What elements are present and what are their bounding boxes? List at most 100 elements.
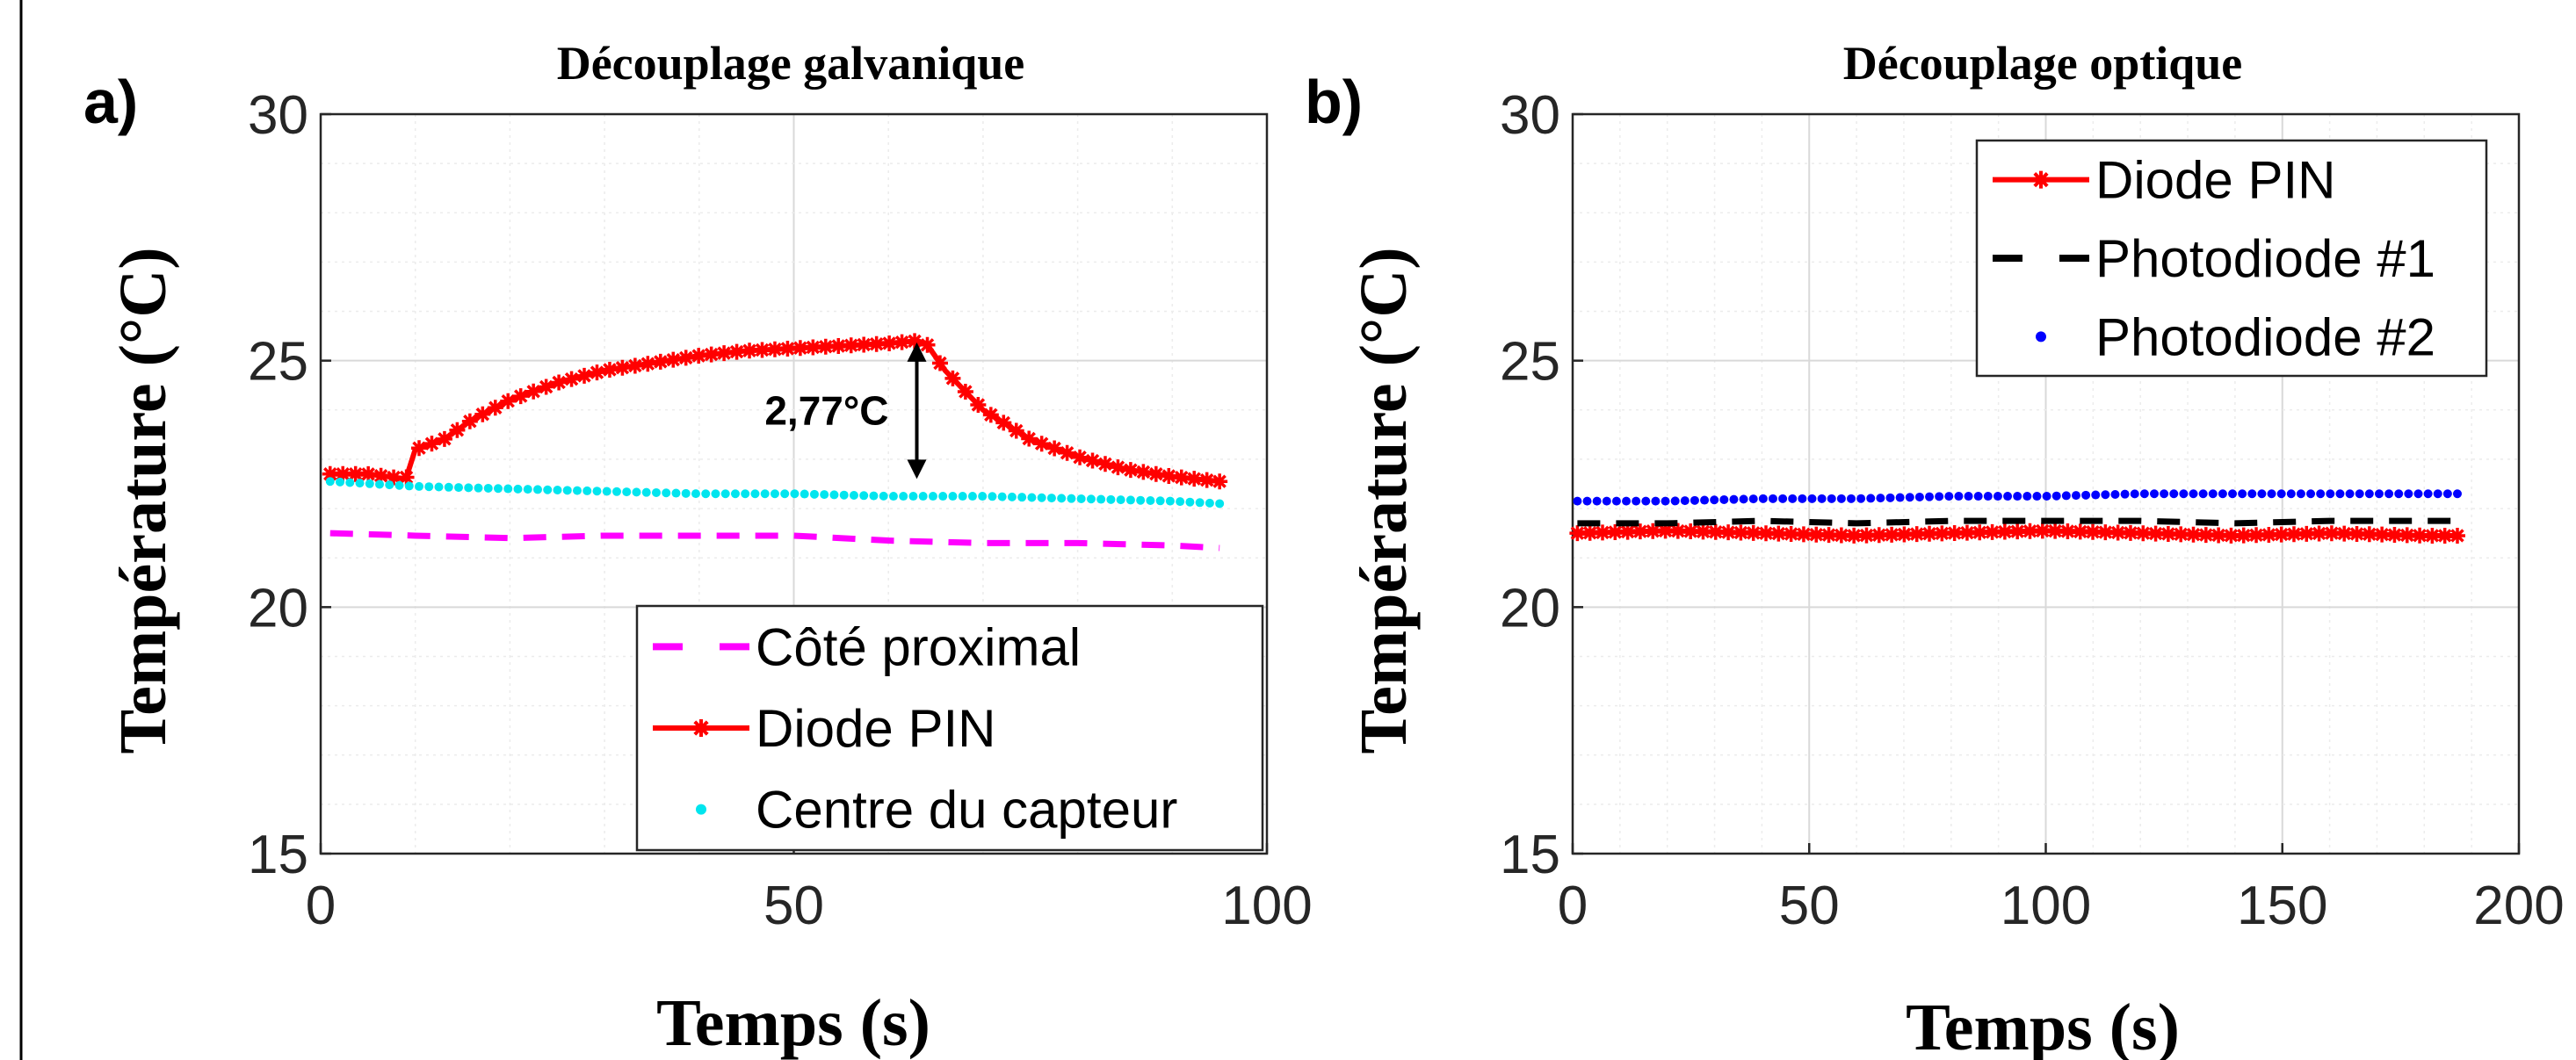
series-marker [1770, 525, 1787, 542]
series-marker [766, 341, 783, 357]
series-point [1017, 493, 1027, 502]
panel-b: b) Découplage optique Temps (s) Températ… [1305, 37, 2565, 1060]
series-point [888, 492, 898, 501]
series-point [2326, 489, 2335, 499]
series-point [1758, 494, 1768, 503]
series-point [622, 487, 632, 497]
series-point [394, 480, 404, 490]
series-marker [1946, 525, 1963, 542]
series-point [967, 492, 977, 501]
series-point [562, 486, 572, 495]
series-marker [1682, 523, 1699, 540]
series-point [2130, 489, 2139, 499]
series-marker [398, 469, 415, 486]
series-marker [665, 351, 682, 368]
series-point [1076, 494, 1086, 503]
series-point [444, 482, 453, 492]
series-point [1954, 492, 1964, 501]
series-point [1895, 493, 1905, 502]
series-marker [919, 336, 936, 353]
series-point [1876, 494, 1885, 503]
series-point [424, 482, 434, 492]
panel-label: a) [83, 68, 138, 136]
x-tick-label: 0 [306, 876, 336, 936]
series-point [2218, 489, 2227, 499]
series-point [1690, 495, 1699, 505]
series-point [632, 487, 641, 497]
series-marker [2235, 527, 2252, 544]
series-point [2364, 489, 2374, 499]
series-point [454, 483, 464, 493]
series-marker [1021, 430, 1038, 447]
series-point [2032, 492, 2042, 501]
series-marker [1984, 523, 2001, 540]
series-marker [1808, 526, 1825, 543]
series-marker [2374, 526, 2391, 543]
series-point [2091, 490, 2101, 500]
series-marker [1122, 462, 1139, 479]
series-marker [2059, 523, 2076, 539]
series-point [1146, 495, 1155, 505]
series-point [1037, 493, 1046, 502]
series-point [572, 486, 582, 495]
series-point [780, 489, 790, 499]
series-point [1582, 496, 1592, 506]
tick-labels: 0 50 100 150 200 15 20 25 30 [1500, 85, 2565, 936]
series-point [1729, 494, 1739, 504]
series-marker [856, 336, 872, 353]
series-point [1983, 492, 1993, 501]
series-point [2247, 489, 2257, 499]
series-marker [944, 370, 961, 386]
series-point [2296, 489, 2305, 499]
series-point [730, 489, 740, 499]
series-marker [1908, 526, 1925, 543]
series-marker [1632, 523, 1648, 540]
series-marker [1619, 523, 1636, 540]
series-point [543, 485, 553, 494]
series-marker [1921, 525, 1938, 542]
series-point [820, 490, 829, 500]
series-point [790, 489, 800, 499]
series-marker [1607, 523, 1624, 540]
series-point [2276, 489, 2286, 499]
y-tick-label: 30 [1500, 85, 1560, 146]
series-marker [386, 469, 402, 486]
series-point [829, 490, 839, 500]
series-point [701, 489, 711, 499]
y-tick-label: 15 [1500, 825, 1560, 885]
legend-swatch-marker [2032, 170, 2050, 189]
x-tick-label: 50 [1779, 876, 1840, 936]
series-marker [982, 407, 999, 423]
series-point [1836, 494, 1846, 503]
series-point [2335, 489, 2345, 499]
series-marker [1934, 525, 1950, 542]
series-point [2160, 489, 2169, 499]
series-point [2169, 489, 2179, 499]
legend-swatch [696, 804, 706, 815]
series-point [1215, 499, 1225, 508]
series-point [1641, 496, 1651, 506]
series-marker [805, 339, 821, 356]
series-marker [2197, 527, 2214, 544]
series-point [1739, 494, 1748, 504]
x-axis-label: Temps (s) [656, 986, 930, 1060]
series-point [1680, 496, 1690, 506]
series-point [1856, 494, 1866, 503]
series-marker [2248, 527, 2265, 544]
series-point [859, 491, 869, 501]
series-marker [894, 334, 910, 350]
series-point [2404, 489, 2413, 499]
series-point [651, 487, 661, 497]
series-marker [2223, 527, 2240, 544]
series-marker [843, 337, 859, 354]
series-point [2120, 489, 2130, 499]
series-marker [1858, 527, 1875, 544]
series-marker [2261, 526, 2277, 543]
series-point [1195, 498, 1205, 508]
series-point [809, 489, 819, 499]
series-marker [1958, 524, 1975, 541]
series-marker [2399, 527, 2415, 544]
series-marker [589, 364, 605, 381]
series-marker [1569, 525, 1586, 542]
series-point [325, 477, 335, 487]
